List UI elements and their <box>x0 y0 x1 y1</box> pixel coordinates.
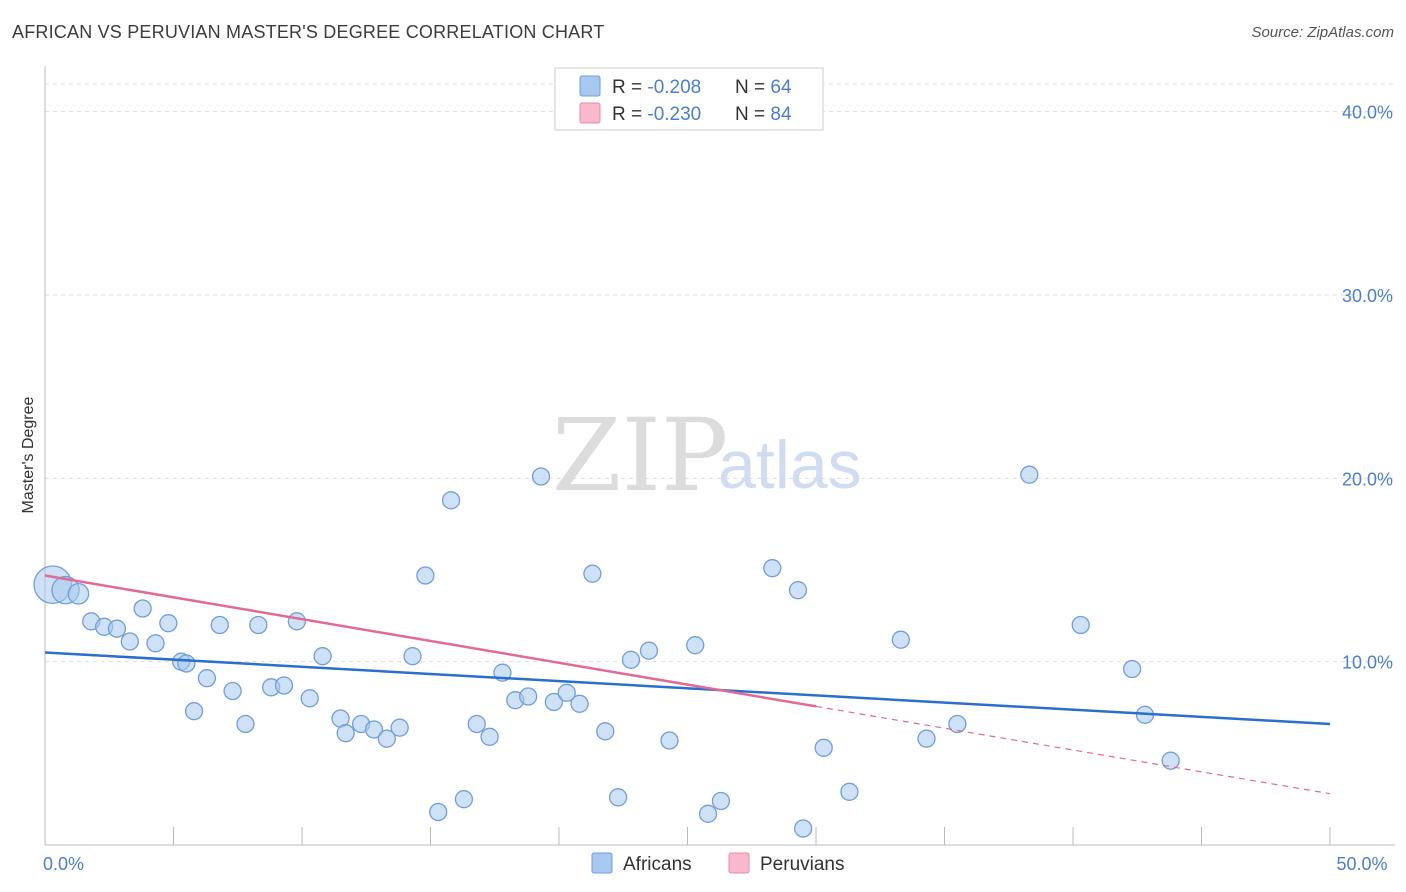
point-africans <box>159 614 178 633</box>
legend-r-value-africans: -0.208 <box>647 77 701 98</box>
point-africans <box>390 718 409 737</box>
watermark-zip: ZIP <box>552 397 728 514</box>
point-africans <box>583 564 602 583</box>
point-africans <box>686 636 705 655</box>
legend-swatch-peruvians <box>579 102 601 124</box>
point-africans <box>519 687 538 706</box>
point-africans <box>364 720 384 739</box>
point-africans <box>287 612 307 631</box>
point-africans <box>403 647 422 666</box>
y-tick-label: 40.0% <box>1342 103 1393 123</box>
legend-swatch-africans <box>579 75 601 97</box>
y-tick-label: 20.0% <box>1342 469 1393 489</box>
trendline-peruvians <box>44 574 817 708</box>
point-africans <box>416 566 435 585</box>
legend-swatch-africans-bottom <box>591 852 613 874</box>
point-africans <box>948 714 967 734</box>
point-africans <box>107 619 127 638</box>
point-africans <box>133 599 152 618</box>
point-africans <box>698 804 718 823</box>
point-africans <box>210 615 229 635</box>
point-africans <box>249 615 268 635</box>
point-africans <box>639 641 659 660</box>
point-africans <box>557 683 576 702</box>
point-africans <box>67 582 90 605</box>
trendline-peruvians-extension <box>815 705 1331 795</box>
points-layer <box>33 465 1180 838</box>
legend-n-label-africans: N = <box>735 77 770 98</box>
legend-r-value-peruvians: -0.230 <box>647 104 701 125</box>
point-africans <box>1161 751 1180 770</box>
point-africans <box>763 559 782 578</box>
legend-swatch-peruvians-bottom <box>728 852 750 874</box>
point-africans <box>570 694 589 713</box>
source-label: Source: ZipAtlas.com <box>1251 24 1394 41</box>
point-africans <box>917 729 936 748</box>
point-africans <box>377 729 396 748</box>
x-tick-label: 0.0% <box>43 854 84 874</box>
point-africans <box>531 467 551 486</box>
point-africans <box>711 791 731 811</box>
svg-text:N = 84: N = 84 <box>735 104 792 125</box>
point-africans <box>184 702 204 721</box>
point-africans <box>177 654 196 673</box>
point-africans <box>1020 465 1039 484</box>
trend-layer <box>44 574 1331 795</box>
point-africans <box>621 650 641 669</box>
point-africans <box>429 802 448 822</box>
point-africans <box>660 731 679 750</box>
legend-n-value-peruvians: 84 <box>770 104 792 125</box>
point-africans <box>236 714 255 734</box>
point-africans <box>788 581 808 600</box>
point-africans <box>1071 615 1090 635</box>
series-legend: Africans Peruvians <box>591 852 845 875</box>
legend-n-value-africans: 64 <box>770 77 792 98</box>
x-tick-label: 50.0% <box>1336 854 1387 874</box>
point-africans <box>313 647 332 666</box>
y-tick-label: 10.0% <box>1342 653 1393 673</box>
legend-label-africans: Africans <box>623 854 692 875</box>
svg-text:R = -0.230: R = -0.230 <box>612 104 701 125</box>
watermark-atlas: atlas <box>718 427 862 503</box>
chart-title: AFRICAN VS PERUVIAN MASTER'S DEGREE CORR… <box>12 22 605 42</box>
point-africans <box>891 630 910 649</box>
y-axis-label: Master's Degree <box>20 396 37 513</box>
grid-layer <box>45 83 1395 663</box>
axis-layer: 10.0% 20.0% 30.0% 40.0% 0.0% 50.0% <box>43 66 1395 874</box>
stats-legend: R = -0.208 N = 64 R = -0.230 N = 84 <box>554 67 824 131</box>
legend-r-label-peruvians: R = <box>612 104 647 125</box>
svg-text:N = 64: N = 64 <box>735 77 792 98</box>
point-africans <box>120 632 139 651</box>
point-africans <box>454 790 474 809</box>
point-africans <box>223 681 242 701</box>
point-africans <box>814 738 833 757</box>
y-tick-label: 30.0% <box>1342 286 1393 306</box>
legend-label-peruvians: Peruvians <box>760 854 845 875</box>
point-africans <box>300 689 319 708</box>
legend-n-label-peruvians: N = <box>735 104 770 125</box>
trendline-africans <box>44 651 1331 726</box>
point-africans <box>336 724 355 743</box>
point-africans <box>441 491 461 510</box>
point-africans <box>596 722 615 741</box>
point-africans <box>794 819 813 838</box>
point-africans <box>608 788 628 807</box>
point-africans <box>840 782 859 801</box>
point-africans <box>146 634 165 653</box>
legend-r-label-africans: R = <box>612 77 647 98</box>
svg-text:R = -0.208: R = -0.208 <box>612 77 701 98</box>
point-africans <box>1122 659 1142 679</box>
point-africans <box>197 669 217 688</box>
point-africans <box>480 727 499 746</box>
point-africans <box>274 676 294 695</box>
point-africans <box>467 714 486 734</box>
watermark: ZIP atlas <box>552 397 862 514</box>
point-africans <box>544 692 564 712</box>
